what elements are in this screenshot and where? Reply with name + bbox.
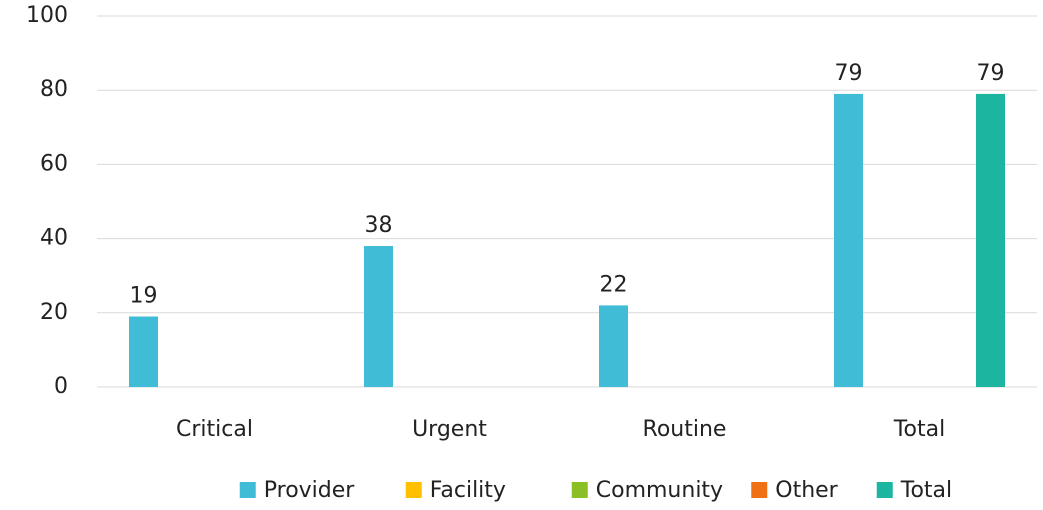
data-label: 79 xyxy=(835,61,863,86)
legend-swatch xyxy=(239,482,256,498)
y-tick-label: 40 xyxy=(40,226,68,251)
legend-label: Other xyxy=(775,478,838,503)
legend-swatch xyxy=(876,482,893,498)
legend-label: Provider xyxy=(264,478,356,503)
x-tick-label: Urgent xyxy=(412,417,487,442)
bar xyxy=(129,316,158,387)
bar xyxy=(834,93,863,387)
x-tick-label: Critical xyxy=(176,417,253,442)
legend-label: Community xyxy=(596,478,723,503)
bar xyxy=(976,93,1005,387)
legend-swatch xyxy=(751,482,768,498)
legend-swatch xyxy=(571,482,588,498)
y-tick-label: 100 xyxy=(26,3,68,28)
x-tick-label: Total xyxy=(893,417,945,442)
legend-label: Facility xyxy=(430,478,506,503)
data-label: 19 xyxy=(130,284,158,309)
legend-swatch xyxy=(405,482,422,498)
data-label: 22 xyxy=(600,272,628,297)
bar xyxy=(364,246,393,387)
y-tick-label: 60 xyxy=(40,151,68,176)
data-label: 79 xyxy=(977,61,1005,86)
bar xyxy=(599,305,628,387)
y-tick-label: 20 xyxy=(40,300,68,325)
legend-label: Total xyxy=(900,478,952,503)
x-tick-label: Routine xyxy=(643,417,727,442)
data-label: 38 xyxy=(365,213,393,238)
y-tick-label: 0 xyxy=(54,374,68,399)
y-tick-label: 80 xyxy=(40,77,68,102)
